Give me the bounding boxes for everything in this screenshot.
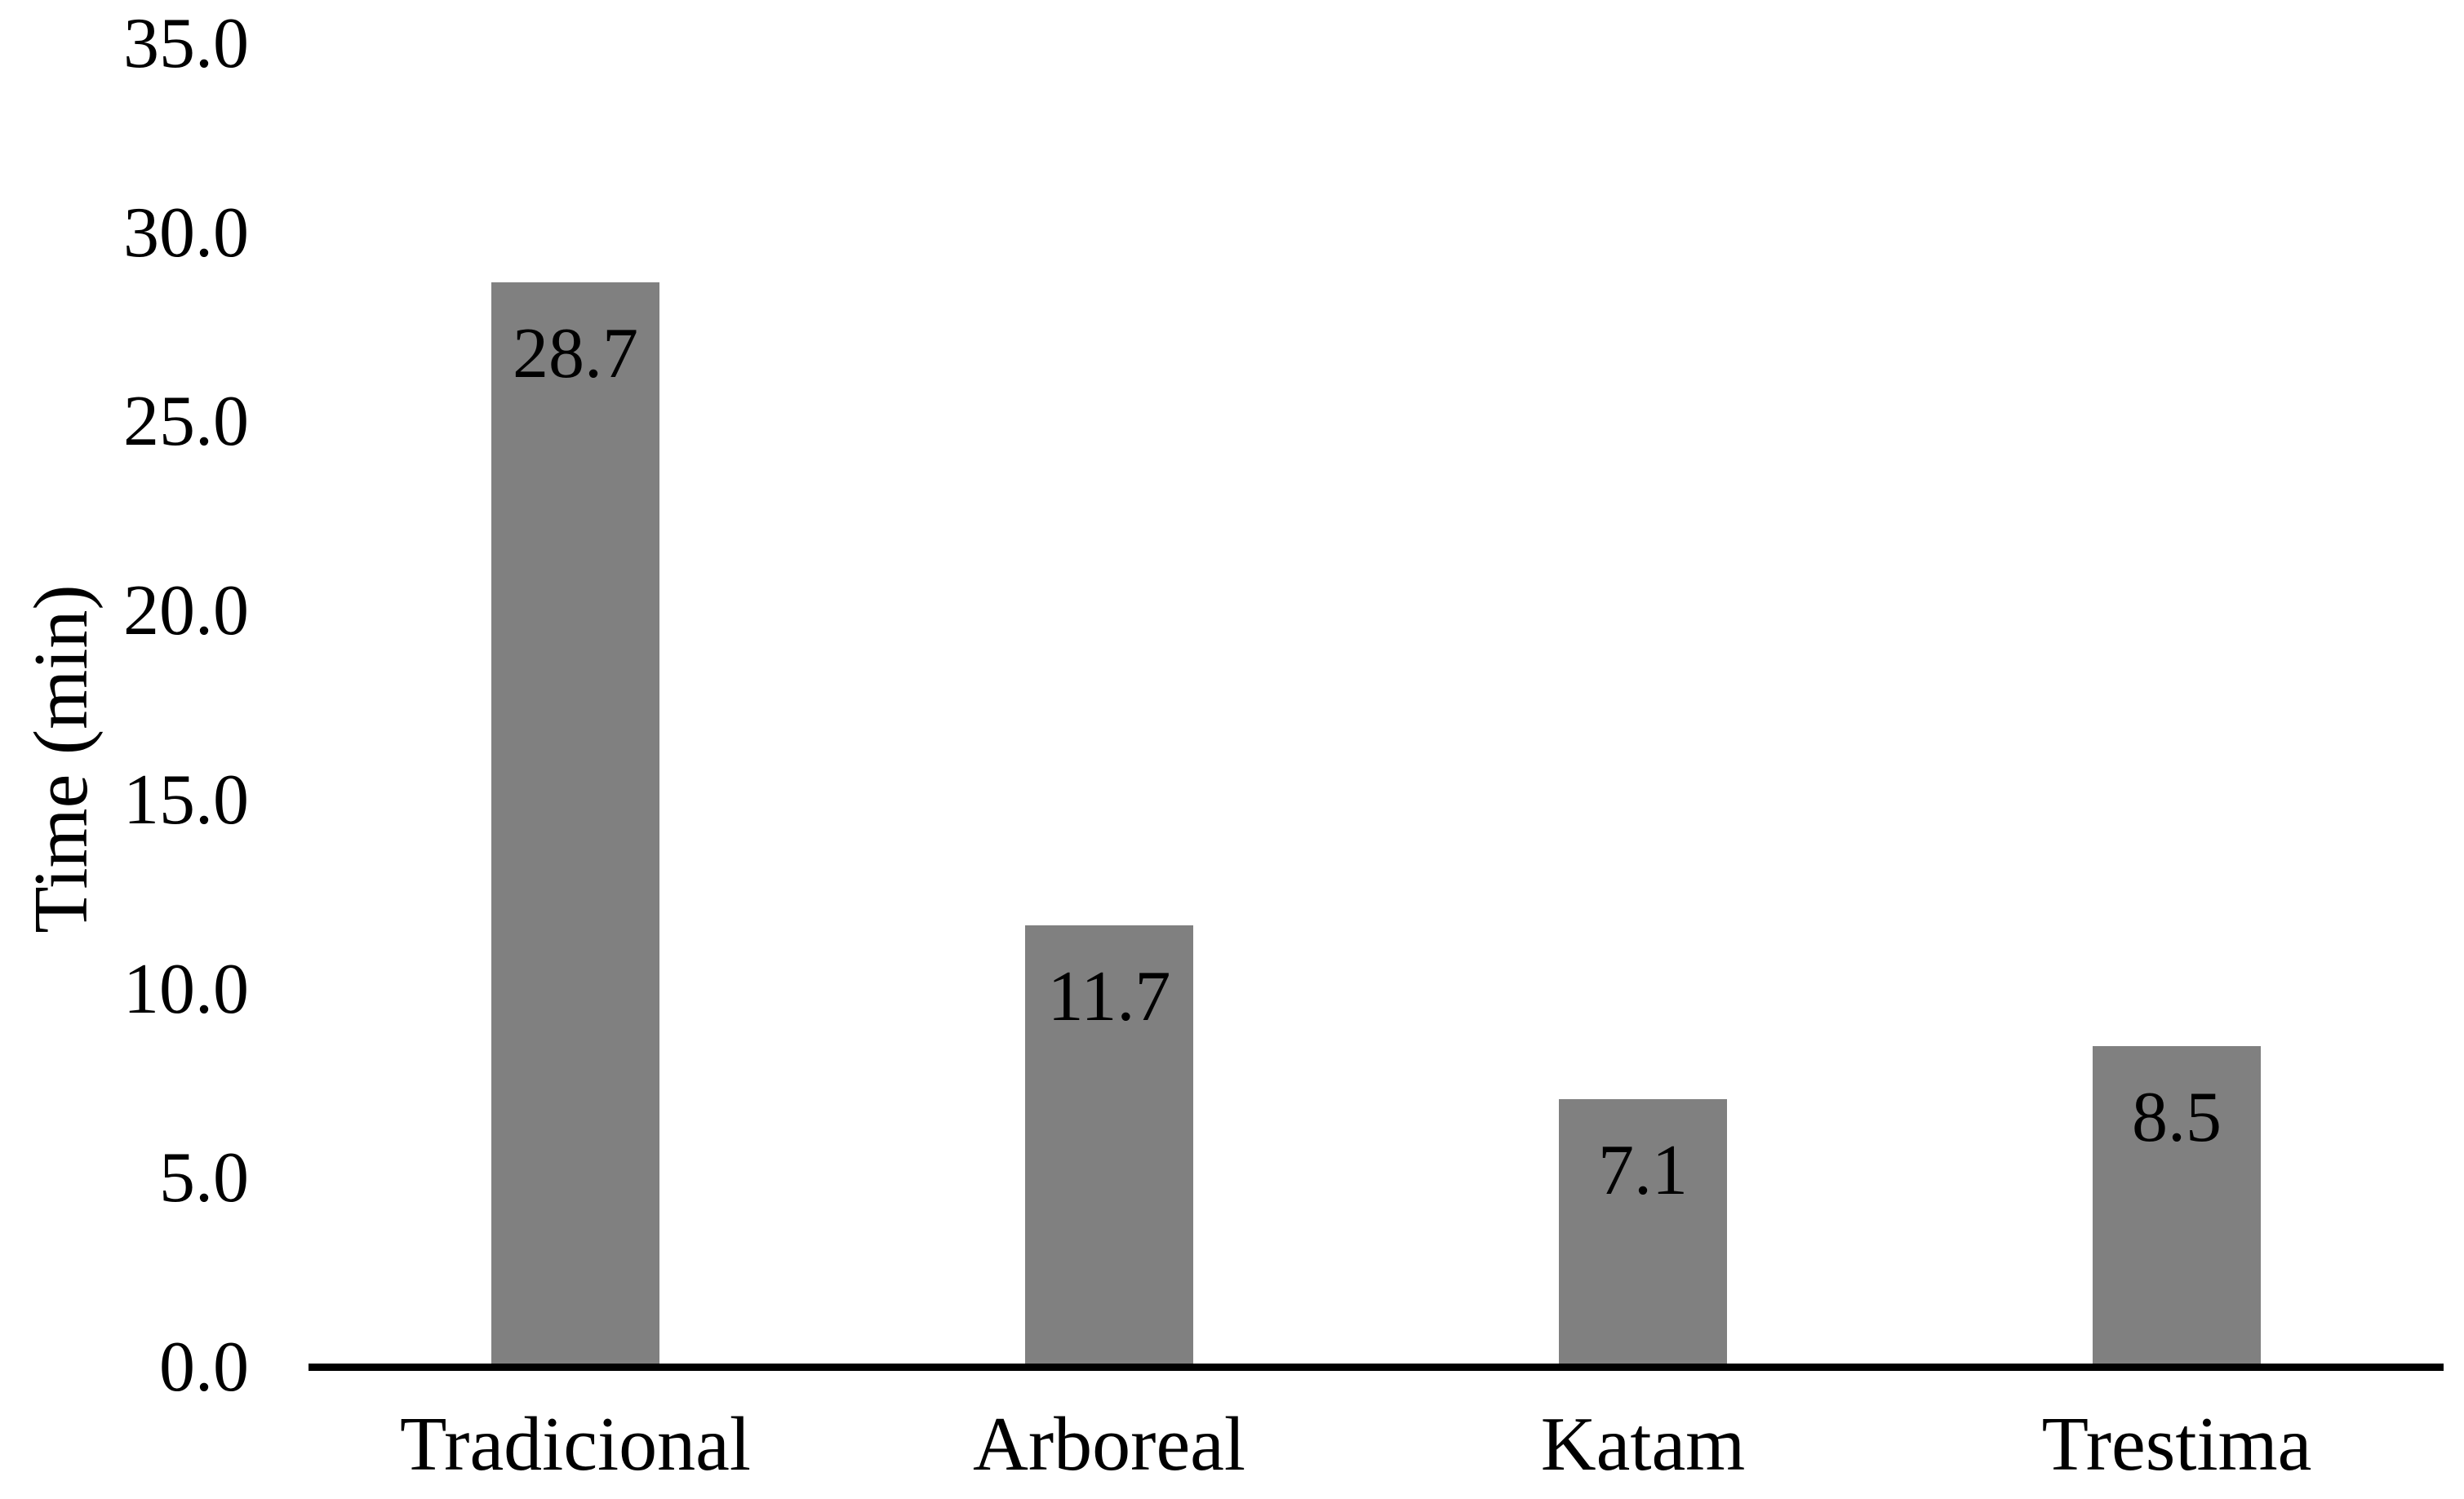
- y-axis-tick-label: 35.0: [123, 4, 249, 83]
- bar-arboreal: [1025, 925, 1193, 1368]
- bar-value-label: 8.5: [2132, 1078, 2222, 1158]
- bar-trestima: [2093, 1046, 2261, 1368]
- y-axis-tick-label: 15.0: [123, 760, 249, 840]
- y-axis-tick-label: 30.0: [123, 193, 249, 273]
- y-axis-tick-label: 20.0: [123, 571, 249, 651]
- bar-katam: [1559, 1098, 1727, 1368]
- y-axis-tick-label: 25.0: [123, 382, 249, 462]
- bar-value-label: 7.1: [1598, 1130, 1688, 1210]
- y-axis-tick-label: 0.0: [159, 1328, 249, 1407]
- y-axis-tick-label: 10.0: [123, 949, 249, 1029]
- bar-value-label: 11.7: [1047, 956, 1171, 1036]
- x-axis-category-label: Tradicional: [400, 1402, 751, 1487]
- x-axis-category-label: Arboreal: [972, 1402, 1246, 1487]
- x-axis-category-label: Katam: [1540, 1402, 1746, 1487]
- bar-value-label: 28.7: [513, 313, 638, 393]
- x-axis-line: [309, 1364, 2444, 1371]
- y-axis-tick-label: 5.0: [159, 1138, 249, 1218]
- x-axis-category-label: Trestima: [2041, 1402, 2312, 1487]
- bar-tradicional: [491, 282, 659, 1368]
